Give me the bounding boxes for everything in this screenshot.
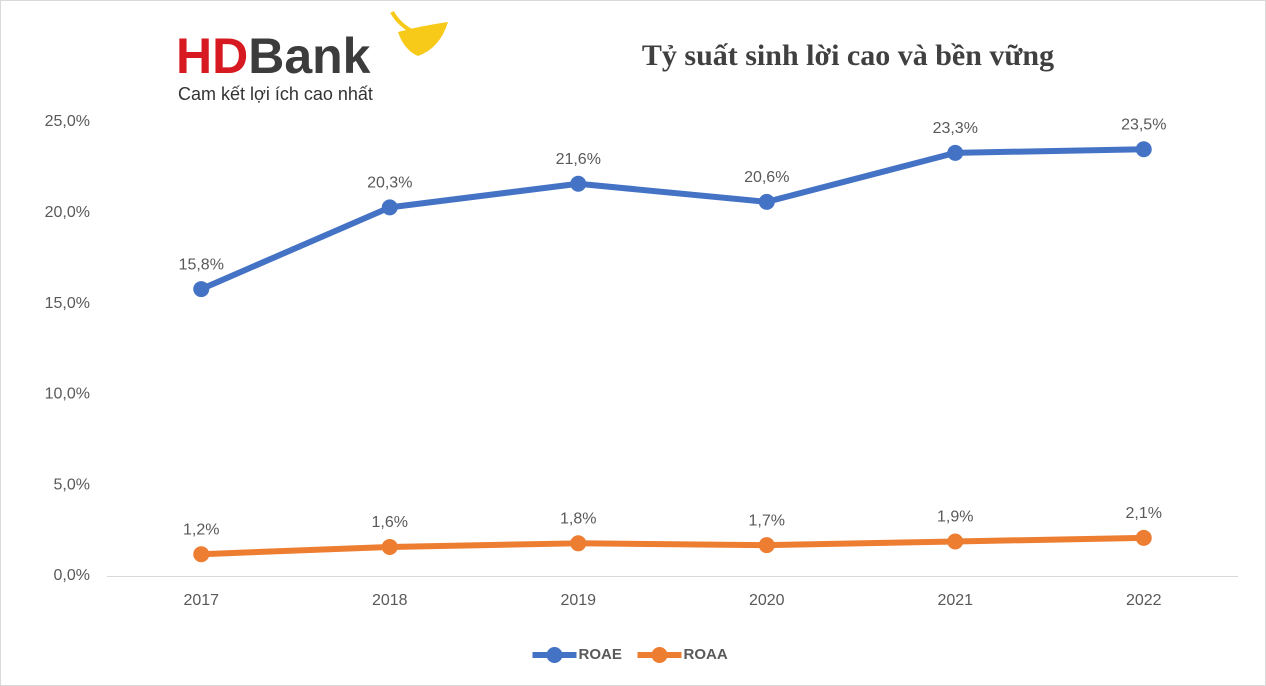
y-tick-label: 15,0%	[45, 295, 90, 312]
y-tick-label: 5,0%	[54, 476, 90, 493]
value-label: 1,2%	[183, 521, 219, 538]
logo-brand: HDBank	[176, 28, 371, 84]
legend-marker	[651, 647, 668, 663]
marker	[193, 281, 210, 298]
value-label: 21,6%	[556, 151, 601, 168]
x-tick-label: 2022	[1126, 592, 1162, 609]
marker	[381, 538, 398, 555]
marker	[947, 533, 964, 550]
value-label: 1,9%	[937, 509, 973, 526]
marker	[381, 199, 398, 216]
marker	[1135, 529, 1152, 546]
x-tick-label: 2018	[372, 592, 408, 609]
chart-title: Tỷ suất sinh lời cao và bền vững	[642, 39, 1054, 72]
y-tick-label: 20,0%	[45, 204, 90, 221]
logo-tagline: Cam kết lợi ích cao nhất	[178, 84, 373, 104]
value-label: 20,6%	[744, 169, 789, 186]
value-label: 15,8%	[179, 256, 224, 273]
marker	[758, 193, 775, 210]
value-label: 20,3%	[367, 175, 412, 192]
value-label: 2,1%	[1126, 505, 1162, 522]
x-tick-label: 2017	[183, 592, 219, 609]
x-tick-label: 2019	[560, 592, 596, 609]
line	[201, 534, 1144, 558]
value-label: 1,8%	[560, 511, 596, 528]
y-tick-label: 10,0%	[45, 386, 90, 403]
marker	[947, 144, 964, 161]
value-label: 1,6%	[372, 514, 408, 531]
x-tick-label: 2021	[937, 592, 973, 609]
legend-marker	[546, 647, 563, 663]
logo-shape	[390, 10, 415, 34]
y-tick-label: 25,0%	[45, 113, 90, 130]
legend-label: ROAE	[579, 646, 622, 663]
value-label: 1,7%	[749, 512, 785, 529]
logo-hd: HD	[176, 28, 248, 84]
marker	[570, 175, 587, 192]
logo-bank: Bank	[248, 28, 370, 84]
x-tick-label: 2020	[749, 592, 785, 609]
legend-label: ROAA	[684, 646, 728, 663]
marker	[193, 546, 210, 563]
marker	[758, 537, 775, 554]
y-tick-label: 0,0%	[54, 567, 90, 584]
line	[200, 146, 1144, 292]
marker	[570, 535, 587, 552]
marker	[1135, 141, 1152, 158]
value-label: 23,5%	[1121, 116, 1166, 133]
value-label: 23,3%	[933, 120, 978, 137]
